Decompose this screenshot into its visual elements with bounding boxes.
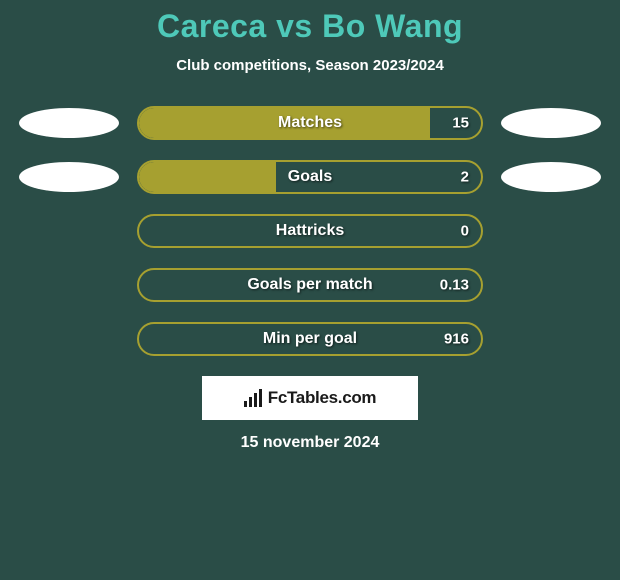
stat-bar: Goals 2 (137, 160, 483, 194)
player-disc-right (501, 162, 601, 192)
subtitle: Club competitions, Season 2023/2024 (0, 57, 620, 74)
disc-placeholder (19, 324, 119, 354)
stat-bar: Hattricks 0 (137, 214, 483, 248)
bars-icon (244, 389, 262, 407)
footer-date: 15 november 2024 (0, 434, 620, 452)
brand-badge: FcTables.com (202, 376, 418, 420)
disc-placeholder (501, 216, 601, 246)
disc-placeholder (19, 270, 119, 300)
player-disc-right (501, 108, 601, 138)
stat-label: Matches (278, 114, 342, 132)
stat-value: 2 (461, 169, 469, 186)
stat-value: 15 (452, 115, 469, 132)
stat-label: Goals per match (247, 276, 372, 294)
stat-label: Goals (288, 168, 332, 186)
stats-comparison: Careca vs Bo Wang Club competitions, Sea… (0, 0, 620, 452)
stat-label: Hattricks (276, 222, 344, 240)
stat-bar: Min per goal 916 (137, 322, 483, 356)
brand-text: FcTables.com (268, 388, 377, 408)
stat-value: 0 (461, 223, 469, 240)
stat-row: Min per goal 916 (0, 322, 620, 356)
stat-bar-fill (139, 162, 276, 192)
stat-value: 0.13 (440, 277, 469, 294)
page-title: Careca vs Bo Wang (0, 8, 620, 45)
player-disc-left (19, 162, 119, 192)
bars-group: Matches 15 Goals 2 Hattricks 0 Goals per match… (0, 106, 620, 356)
stat-row: Goals per match 0.13 (0, 268, 620, 302)
stat-label: Min per goal (263, 330, 357, 348)
player-disc-left (19, 108, 119, 138)
disc-placeholder (501, 270, 601, 300)
stat-row: Goals 2 (0, 160, 620, 194)
stat-bar: Matches 15 (137, 106, 483, 140)
stat-bar: Goals per match 0.13 (137, 268, 483, 302)
disc-placeholder (501, 324, 601, 354)
stat-value: 916 (444, 331, 469, 348)
stat-row: Hattricks 0 (0, 214, 620, 248)
stat-row: Matches 15 (0, 106, 620, 140)
disc-placeholder (19, 216, 119, 246)
